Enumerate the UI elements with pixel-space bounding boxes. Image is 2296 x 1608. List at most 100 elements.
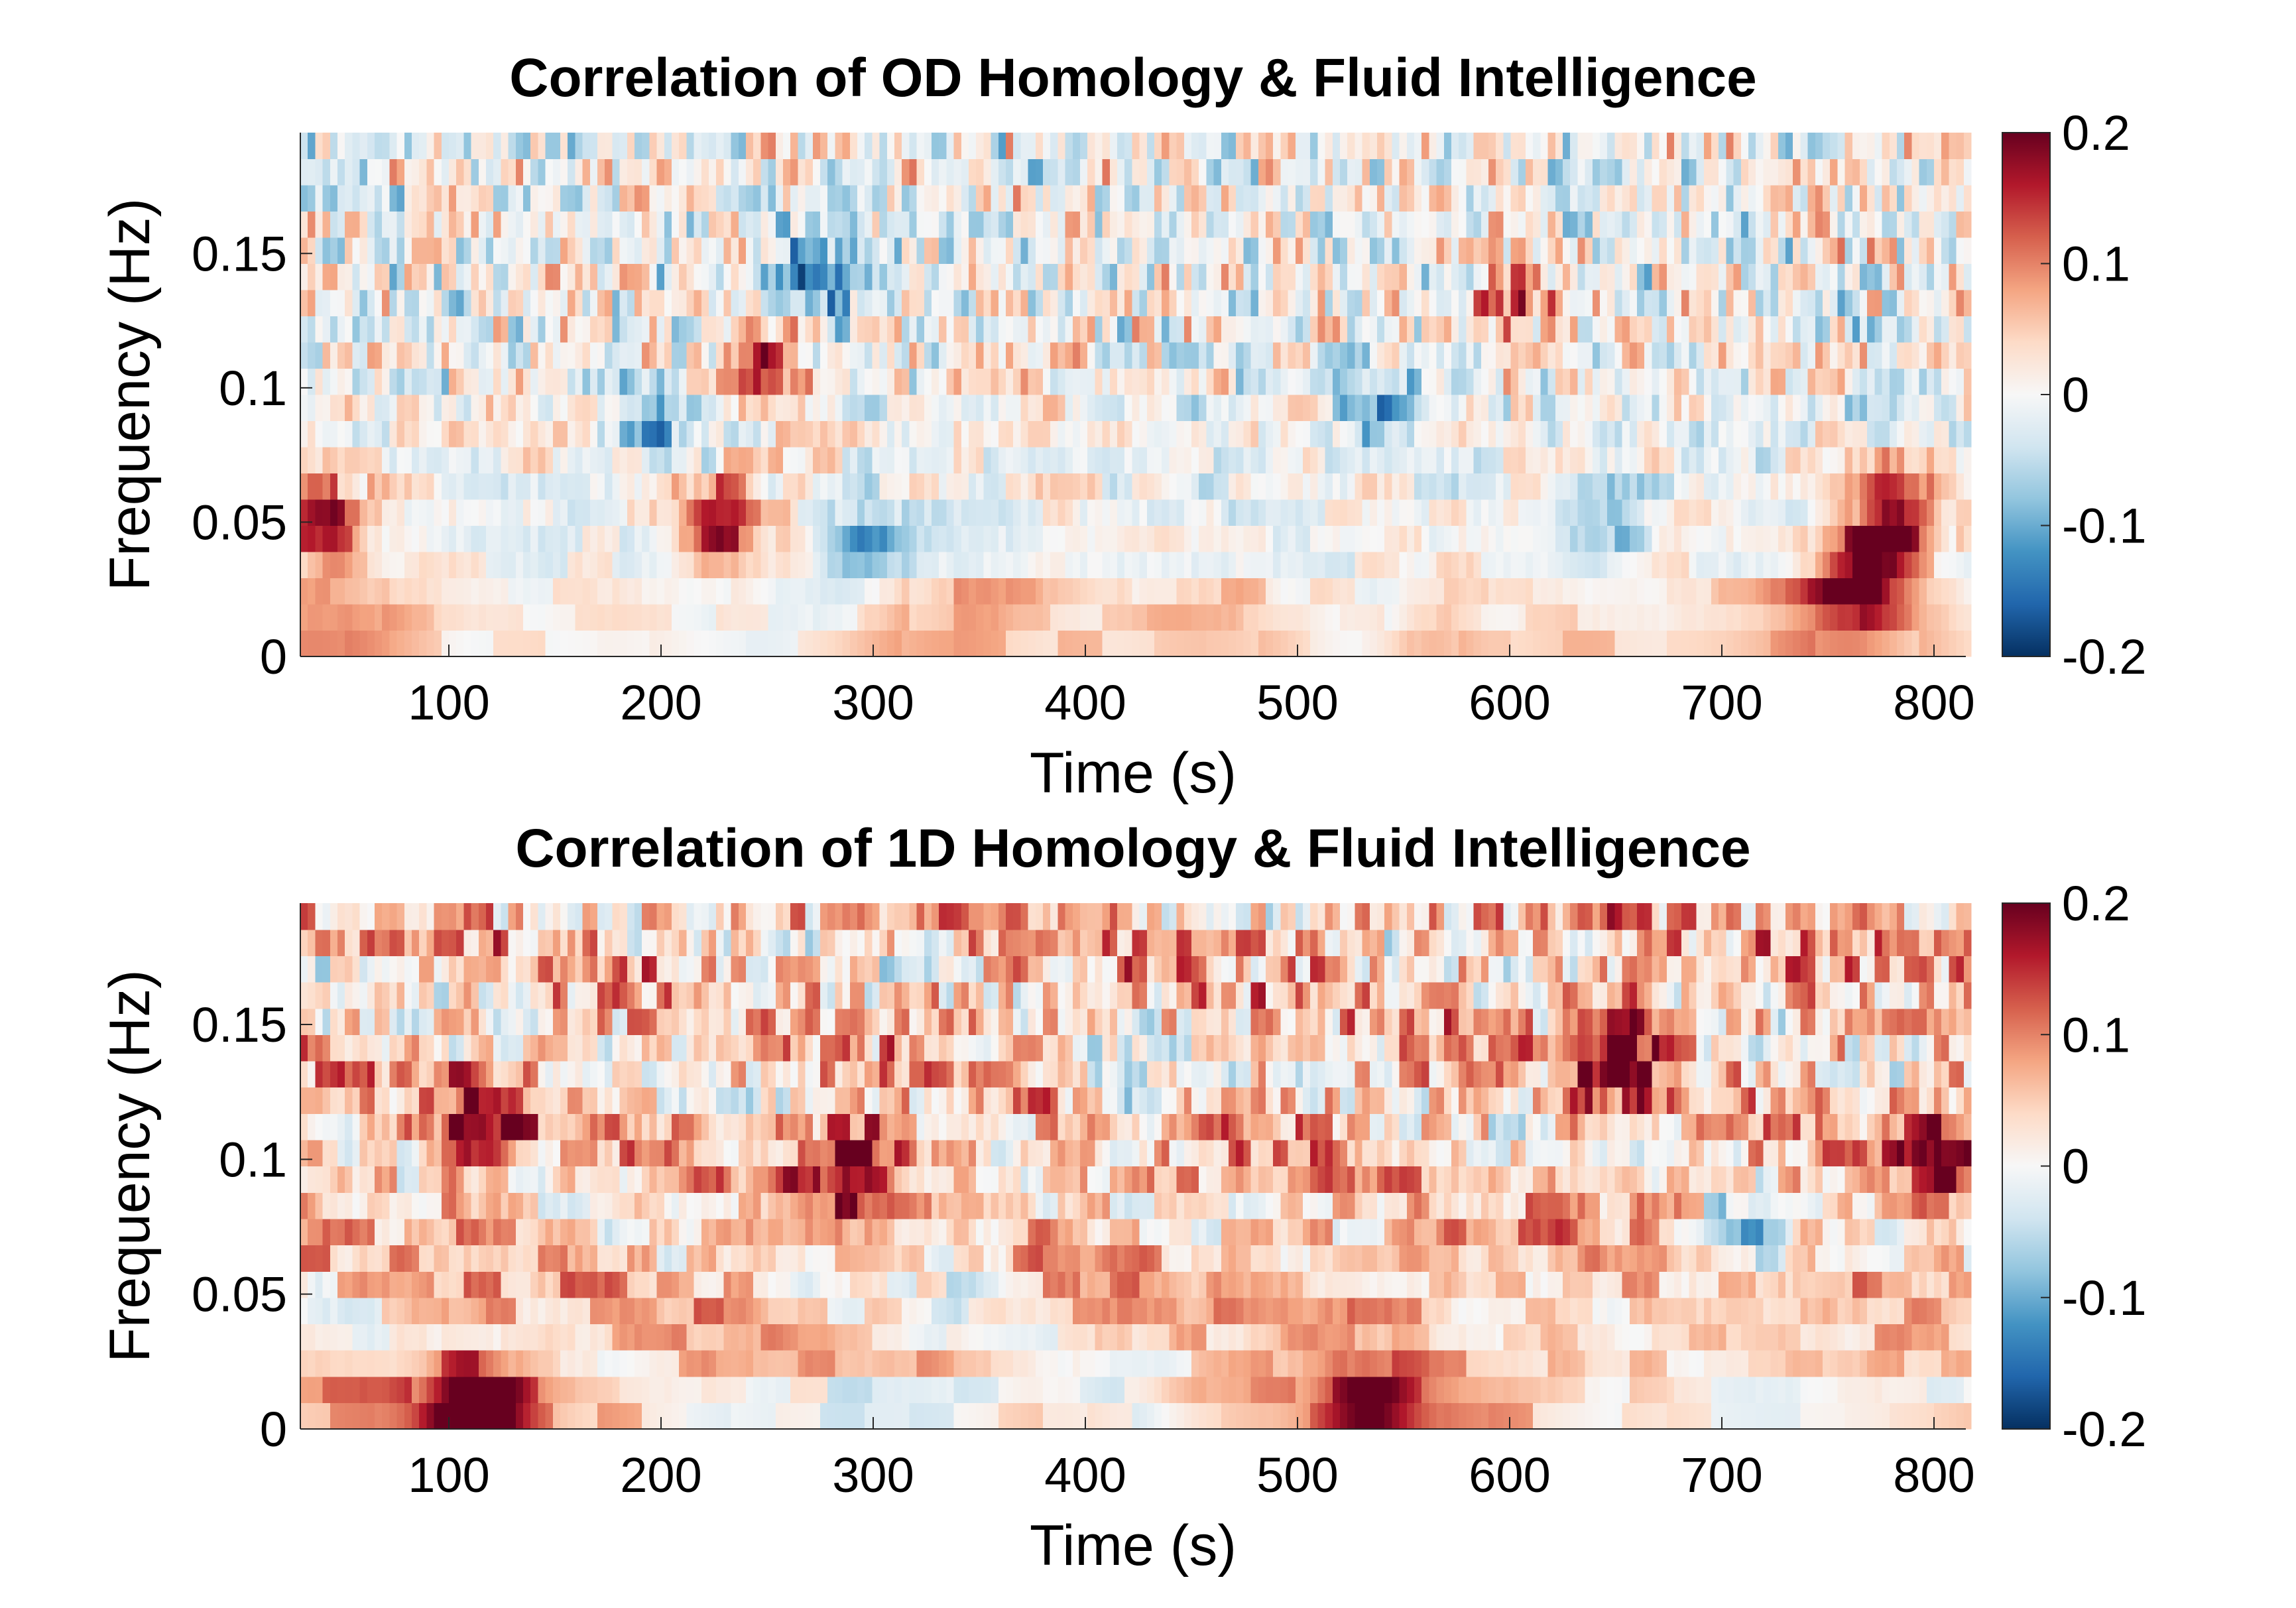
heatmap-cell — [738, 578, 747, 605]
heatmap-cell — [649, 185, 658, 212]
heatmap-cell — [1266, 578, 1274, 605]
heatmap-cell — [1577, 395, 1586, 422]
heatmap-cell — [1607, 185, 1615, 212]
heatmap-cell — [1919, 133, 1927, 160]
heatmap-cell — [1815, 473, 1823, 500]
heatmap-cell — [1229, 158, 1237, 186]
heatmap-cell — [820, 447, 828, 474]
heatmap-cell — [627, 368, 635, 395]
heatmap-cell — [1778, 263, 1786, 290]
heatmap-cell — [463, 263, 472, 290]
heatmap-cell — [1162, 395, 1170, 422]
heatmap-cell — [1696, 290, 1705, 317]
heatmap-cell — [463, 1376, 472, 1403]
heatmap-cell — [1748, 211, 1756, 238]
heatmap-cell — [686, 525, 695, 552]
heatmap-cell — [1035, 473, 1044, 500]
heatmap-cell — [1919, 499, 1927, 526]
heatmap-cell — [1243, 290, 1252, 317]
heatmap-cell — [953, 630, 962, 657]
heatmap-cell — [679, 316, 687, 343]
heatmap-cell — [1451, 604, 1459, 631]
heatmap-cell — [1414, 630, 1422, 657]
heatmap-cell — [820, 420, 828, 448]
heatmap-cell — [1652, 290, 1660, 317]
heatmap-cell — [1325, 158, 1333, 186]
heatmap-cell — [1793, 395, 1801, 422]
heatmap-cell — [1273, 525, 1281, 552]
heatmap-cell — [515, 290, 524, 317]
heatmap-cell — [1295, 1402, 1303, 1430]
heatmap-cell — [1169, 604, 1178, 631]
heatmap-cell — [939, 368, 947, 395]
heatmap-cell — [1266, 133, 1274, 160]
heatmap-cell — [1503, 316, 1512, 343]
heatmap-cell — [1250, 342, 1259, 369]
heatmap-cell — [1087, 578, 1095, 605]
heatmap-cell — [909, 447, 918, 474]
heatmap-cell — [686, 499, 695, 526]
heatmap-cell — [1533, 185, 1541, 212]
heatmap-cell — [1666, 263, 1675, 290]
heatmap-cell — [575, 1402, 583, 1430]
heatmap-cell — [1392, 525, 1400, 552]
heatmap-cell — [1577, 604, 1586, 631]
heatmap-cell — [1451, 447, 1459, 474]
heatmap-cell — [976, 316, 984, 343]
heatmap-cell — [1526, 525, 1534, 552]
heatmap-cell — [1183, 578, 1192, 605]
heatmap-cell — [1904, 158, 1912, 186]
heatmap-cell — [345, 316, 353, 343]
heatmap-cell — [1778, 133, 1786, 160]
heatmap-cell — [1897, 420, 1905, 448]
heatmap-cell — [1926, 316, 1935, 343]
heatmap-cell — [1689, 499, 1697, 526]
heatmap-cell — [375, 447, 383, 474]
heatmap-cell — [1719, 630, 1726, 657]
heatmap-cell — [909, 420, 918, 448]
heatmap-cell — [716, 158, 724, 186]
heatmap-cell — [1295, 552, 1303, 579]
heatmap-cell — [1681, 395, 1689, 422]
heatmap-cell — [1547, 185, 1556, 212]
heatmap-cell — [1696, 630, 1705, 657]
heatmap-cell — [872, 290, 880, 317]
heatmap-cell — [969, 263, 977, 290]
heatmap-cell — [1384, 578, 1392, 605]
heatmap-cell — [1384, 158, 1392, 186]
heatmap-cell — [1815, 552, 1823, 579]
heatmap-cell — [1295, 525, 1303, 552]
heatmap-cell — [1013, 342, 1021, 369]
heatmap-cell — [961, 368, 969, 395]
heatmap-cell — [731, 316, 739, 343]
heatmap-cell — [1087, 158, 1095, 186]
heatmap-cell — [1882, 1376, 1890, 1403]
heatmap-cell — [568, 395, 575, 422]
heatmap-cell — [998, 237, 1006, 265]
heatmap-cell — [352, 499, 361, 526]
heatmap-cell — [508, 211, 516, 238]
heatmap-cell — [1332, 473, 1341, 500]
heatmap-cell — [1563, 133, 1571, 160]
heatmap-cell — [1674, 290, 1682, 317]
heatmap-cell — [1778, 1376, 1786, 1403]
heatmap-cell — [1473, 1402, 1482, 1430]
heatmap-cell — [812, 1376, 821, 1403]
heatmap-cell — [827, 158, 835, 186]
heatmap-cell — [1637, 525, 1645, 552]
heatmap-cell — [642, 578, 650, 605]
heatmap-cell — [716, 499, 724, 526]
heatmap-cell — [1273, 578, 1281, 605]
heatmap-cell — [879, 525, 888, 552]
heatmap-cell — [1443, 630, 1452, 657]
heatmap-cell — [478, 447, 487, 474]
heatmap-cell — [1711, 604, 1719, 631]
heatmap-cell — [812, 552, 821, 579]
heatmap-cell — [1577, 447, 1586, 474]
heatmap-cell — [1726, 158, 1734, 186]
heatmap-cell — [1459, 552, 1467, 579]
heatmap-cell — [1911, 420, 1920, 448]
heatmap-cell — [1785, 447, 1793, 474]
heatmap-cell — [1429, 342, 1437, 369]
heatmap-cell — [738, 211, 747, 238]
